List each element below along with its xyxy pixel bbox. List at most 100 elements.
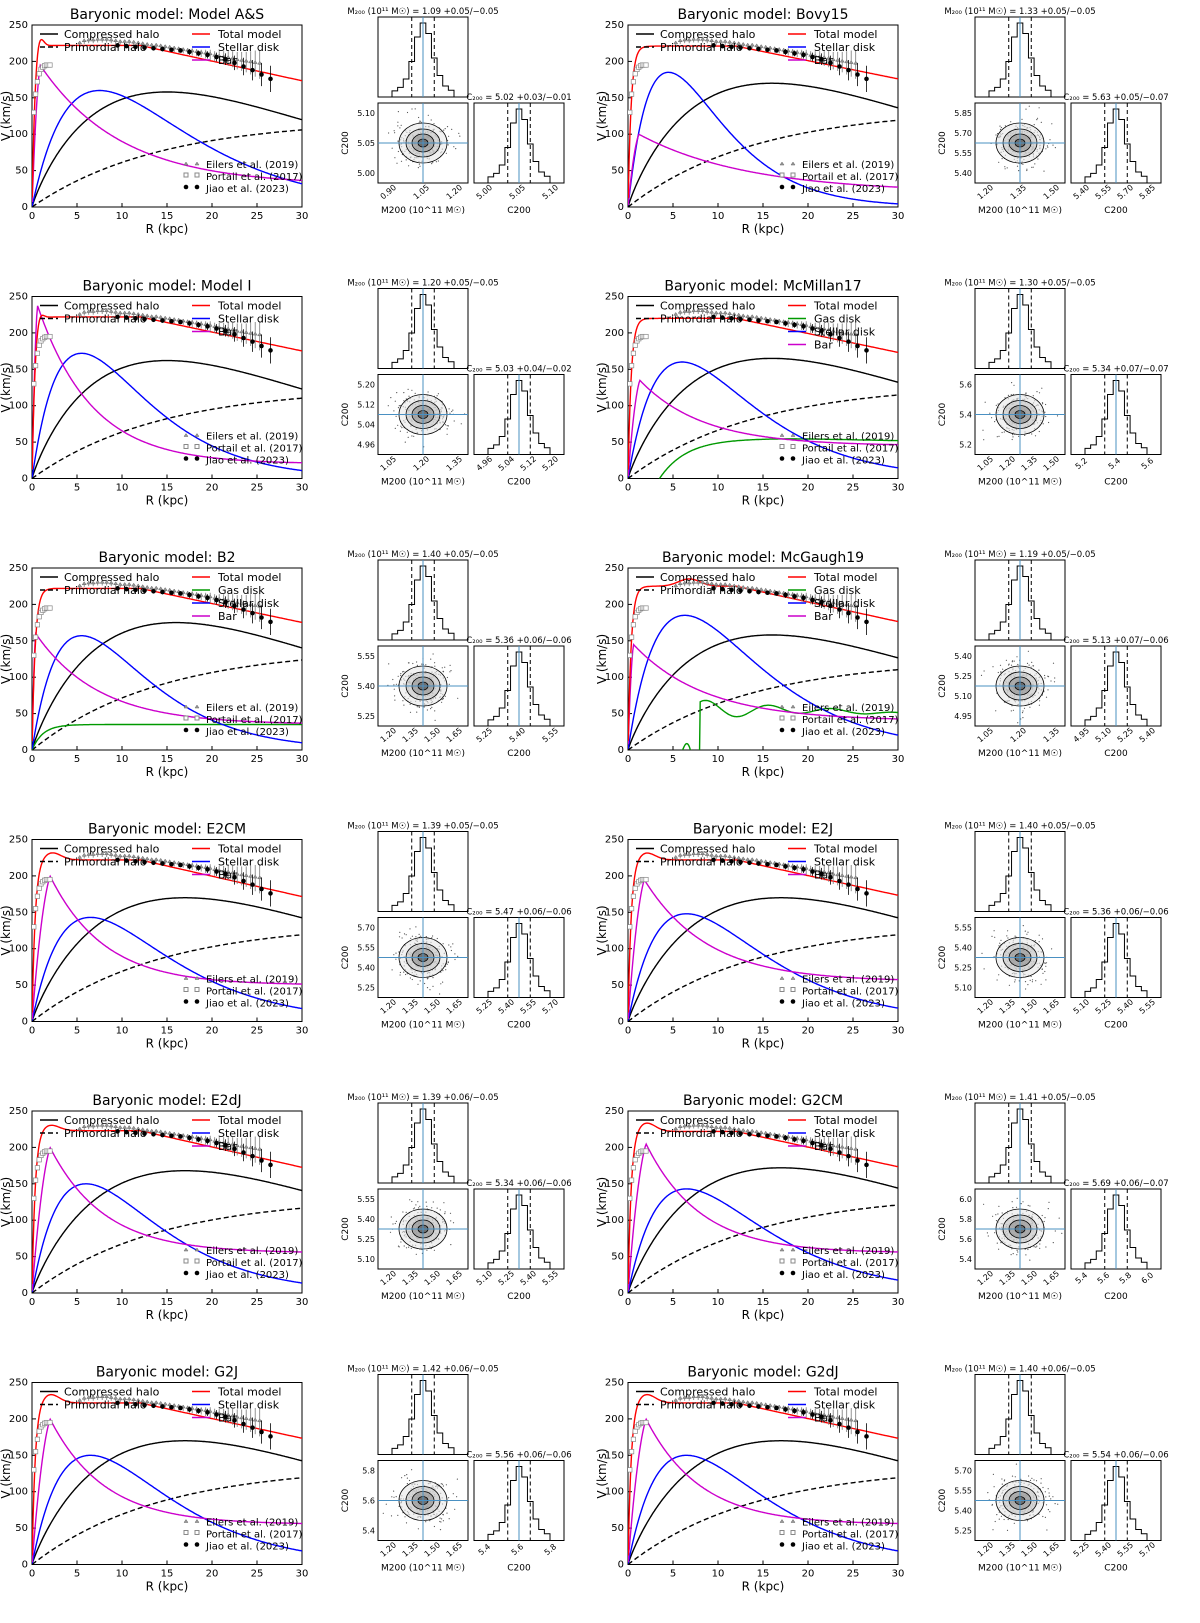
mcmc-sample <box>425 664 427 666</box>
x-tick-label: 10 <box>116 754 129 765</box>
legend-marker <box>183 727 189 733</box>
c200-hist-tick-label: 5.20 <box>541 454 560 472</box>
jiao-point <box>846 882 851 887</box>
y-tick-label: 0 <box>22 474 28 485</box>
legend-marker <box>779 987 785 992</box>
mcmc-sample <box>1045 962 1048 964</box>
c200-tick-label: 5.2 <box>959 441 972 450</box>
eilers-point <box>695 36 701 41</box>
jiao-point <box>151 1403 156 1409</box>
stellar-curve <box>32 635 302 750</box>
jiao-point <box>115 314 120 320</box>
rotation-curve-panel: Baryonic model: B2 0 5 10 15 20 25 30 0 50 100 150 2… <box>0 550 308 779</box>
legend-marker <box>194 1530 200 1535</box>
y-tick-label: 250 <box>605 1106 624 1117</box>
eilers-point <box>731 311 737 316</box>
mcmc-sample <box>403 704 405 706</box>
jiao-point <box>142 45 147 50</box>
jiao-point <box>837 64 842 69</box>
jiao-point <box>241 335 246 341</box>
eilers-point <box>162 315 168 320</box>
eilers-point <box>248 1416 254 1421</box>
eilers-point <box>700 579 706 584</box>
jiao-point <box>837 335 842 341</box>
mcmc-sample <box>420 935 422 937</box>
mcmc-sample <box>413 435 415 437</box>
legend-label: Eilers et al. (2019) <box>802 975 894 986</box>
mcmc-sample <box>998 945 1000 947</box>
mcmc-sample <box>443 1202 445 1204</box>
eilers-point <box>167 316 173 321</box>
eilers-point <box>162 587 168 591</box>
eilers-point <box>713 39 719 43</box>
eilers-point <box>749 857 755 861</box>
mcmc-sample <box>449 412 451 414</box>
x-tick-label: 10 <box>712 1297 725 1308</box>
jiao-point <box>747 1131 752 1137</box>
m200-summary: M₂₀₀ (10¹¹ M☉) = 1.40 +0.05/−0.05 <box>944 822 1095 832</box>
eilers-point <box>745 1128 751 1133</box>
legend-label: Portail et al. (2017) <box>206 715 303 726</box>
mcmc-sample <box>997 1213 999 1215</box>
total-model-curve <box>628 317 898 470</box>
mcmc-sample <box>444 1213 446 1215</box>
eilers-point <box>677 309 683 314</box>
eilers-point <box>682 37 688 42</box>
mcmc-sample <box>1042 423 1044 425</box>
mcmc-sample <box>450 1220 452 1222</box>
portail-point <box>33 906 39 912</box>
jiao-point <box>783 592 788 598</box>
portail-point <box>32 1195 37 1201</box>
legend-marker <box>183 161 200 166</box>
jiao-point <box>783 321 788 326</box>
c200-hist-tick-label: 5.55 <box>541 1269 560 1287</box>
mcmc-sample <box>447 139 449 141</box>
legend-marker <box>194 184 200 190</box>
mcmc-sample <box>980 674 983 677</box>
jiao-point <box>178 862 183 868</box>
mcmc-sample <box>397 150 399 153</box>
mcmc-sample <box>425 1201 427 1203</box>
mcmc-sample <box>1027 984 1029 986</box>
corner-plot: M₂₀₀ (10¹¹ M☉) = 1.09 +0.05/−0.05 C₂₀₀ = … <box>341 7 572 216</box>
c200-y-axis-label: C200 <box>341 945 351 969</box>
y-axis-label: V (km/s) <box>0 1177 13 1227</box>
y-tick-label: 250 <box>9 292 28 303</box>
c200-hist-tick-label: 5.70 <box>541 997 560 1015</box>
mcmc-sample <box>982 429 984 431</box>
x-tick-label: 25 <box>251 211 264 222</box>
y-axis-label: V (km/s) <box>595 634 609 684</box>
mcmc-sample <box>992 1215 994 1217</box>
mcmc-sample <box>1016 1197 1018 1199</box>
eilers-point <box>252 1417 258 1422</box>
eilers-point <box>117 39 123 43</box>
mcmc-sample <box>412 662 414 665</box>
jiao-point <box>241 1150 246 1155</box>
mcmc-sample <box>1045 1246 1047 1248</box>
mcmc-sample <box>1031 166 1033 168</box>
legend-marker <box>183 1270 189 1276</box>
y-tick-label: 250 <box>9 20 28 31</box>
mcmc-sample <box>411 108 413 110</box>
eilers-point <box>758 858 764 863</box>
c200-tick-label: 5.40 <box>954 944 972 953</box>
x-tick-label: 30 <box>892 1026 905 1037</box>
jiao-point <box>855 343 860 349</box>
eilers-point <box>677 581 683 585</box>
eilers-point <box>758 1130 764 1134</box>
eilers-point <box>758 44 764 48</box>
mcmc-sample <box>983 439 985 441</box>
mcmc-sample <box>415 936 417 938</box>
legend-label: Bar <box>218 326 237 339</box>
eilers-point <box>758 315 764 320</box>
panel-title: Baryonic model: G2CM <box>683 1093 843 1109</box>
x-tick-label: 10 <box>116 1297 129 1308</box>
m200-tick-label: 1.35 <box>445 454 464 472</box>
m200-tick-label: 1.35 <box>1042 726 1061 744</box>
eilers-point <box>709 309 715 314</box>
mcmc-sample <box>426 709 428 711</box>
m200-tick-label: 1.20 <box>998 454 1017 472</box>
portail-point <box>36 1157 42 1163</box>
mcmc-sample <box>427 391 429 393</box>
x-tick-label: 25 <box>847 754 860 765</box>
